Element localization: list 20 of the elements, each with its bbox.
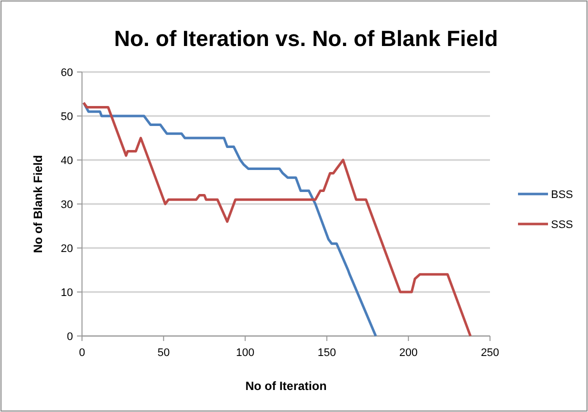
x-tick-label: 150 xyxy=(318,347,336,359)
y-tick-label: 60 xyxy=(60,67,73,79)
x-tick-label: 250 xyxy=(480,347,500,359)
y-tick-label: 20 xyxy=(60,243,73,255)
x-tick-label: 0 xyxy=(78,347,86,359)
y-axis-title: No of Blank Field xyxy=(31,154,45,254)
legend-label: BSS xyxy=(551,189,574,201)
line-series xyxy=(82,102,472,338)
y-tick-label: 40 xyxy=(60,155,73,167)
y-tick-label: 10 xyxy=(60,287,73,299)
y-tick-label: 0 xyxy=(66,331,73,343)
x-tick-label: 50 xyxy=(157,347,170,359)
x-tick-label: 100 xyxy=(236,347,254,359)
x-tick-label: 200 xyxy=(399,347,418,359)
chart-title: No. of Iteration vs. No. of Blank Field xyxy=(114,26,498,51)
y-tick-label: 30 xyxy=(60,199,73,211)
legend-label: SSS xyxy=(551,219,574,231)
line-series xyxy=(82,102,378,338)
y-tick-label: 50 xyxy=(60,111,73,123)
x-axis-title: No of Iteration xyxy=(245,379,327,393)
